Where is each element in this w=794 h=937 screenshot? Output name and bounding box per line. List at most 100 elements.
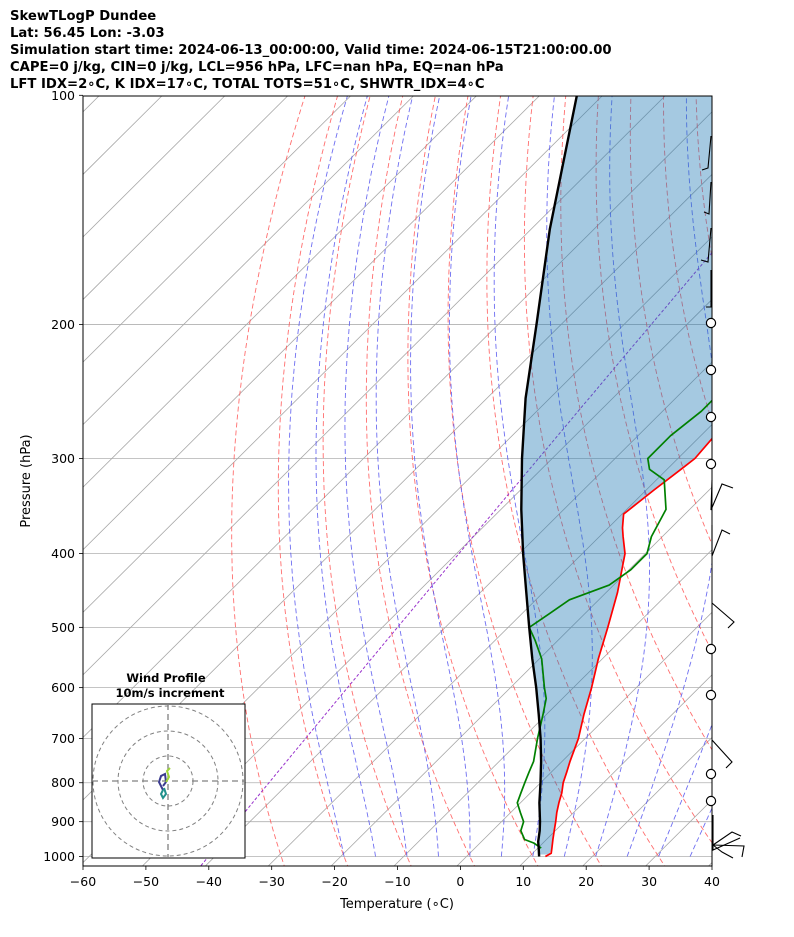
x-tick-label: 40 [704,874,720,889]
wind-barb [712,844,734,859]
dry-adiabat [277,96,349,866]
wind-barb [712,844,745,858]
dewpoint-profile [516,399,712,849]
x-tick-label: 10 [515,874,531,889]
moist-adiabat [410,96,471,857]
moist-adiabat [288,96,348,857]
x-tick-label: −60 [70,874,96,889]
y-tick-label: 1000 [43,849,75,864]
y-tick-label: 600 [51,680,75,695]
y-tick-label: 400 [51,546,75,561]
y-tick-label: 100 [51,88,75,103]
wind-barb [710,479,734,511]
isotherm [83,96,603,613]
isotherm [83,96,540,551]
y-tick-label: 200 [51,317,75,332]
parcel-profile [520,96,578,857]
moist-adiabat [595,96,650,857]
isotherm [83,96,288,301]
temperature-profile [544,437,712,858]
wind-barb [706,270,712,308]
wind-profile-inset: Wind Profile 10m/s increment [91,671,246,859]
dry-adiabat [729,95,794,869]
calm-wind-marker [705,364,717,376]
calm-wind-marker [705,317,717,329]
x-axis-label: Temperature (∘C) [339,897,454,912]
isotherm [83,96,477,488]
y-tick-label: 500 [51,620,75,635]
dry-adiabat [560,96,712,751]
wind-barb [712,815,741,851]
inset-subtitle: 10m/s increment [116,686,225,700]
y-tick-label: 800 [51,775,75,790]
isotherm [330,486,712,866]
isotherm [83,96,666,676]
wind-barb [711,525,731,557]
hodograph-mid [159,787,168,800]
dry-adiabat [407,96,539,866]
moist-adiabat [344,96,408,857]
isotherm [83,96,225,238]
calm-wind-marker [705,458,717,470]
dry-adiabat [663,96,712,423]
isotherm [83,96,100,113]
x-tick-label: −30 [259,874,285,889]
isotherm [519,674,712,866]
cape-line: CAPE=0 j/kg, CIN=0 j/kg, LCL=956 hPa, LF… [10,60,504,75]
x-tick-label: −20 [321,874,347,889]
inset-title: Wind Profile [126,671,206,685]
x-tick-label: 30 [641,874,657,889]
dry-adiabat [447,96,602,866]
moist-adiabat [546,96,593,857]
moist-adiabat [722,95,794,856]
moist-adiabat [315,96,377,857]
wind-barb [711,602,735,629]
calm-wind-marker [705,768,717,780]
x-tick-label: −40 [196,874,222,889]
y-tick-label: 300 [51,451,75,466]
hodograph-high [165,767,171,783]
indices-line: LFT IDX=2∘C, K IDX=17∘C, TOTAL TOTS=51∘C… [10,77,485,92]
dry-adiabat [322,96,412,866]
dry-adiabat [365,96,476,866]
dry-adiabat [523,96,712,844]
isotherm [83,96,414,426]
moist-adiabat [658,723,712,857]
calm-wind-marker [705,411,717,423]
x-tick-label: −50 [133,874,159,889]
isotherm [83,96,351,363]
isotherm [267,424,712,866]
x-tick-label: 0 [456,874,464,889]
y-tick-label: 900 [51,814,75,829]
dry-adiabat [231,96,306,866]
calm-wind-marker [705,795,717,807]
location-line: Lat: 56.45 Lon: -3.03 [10,26,165,41]
hodograph-low [157,772,168,791]
wind-barb [701,135,712,171]
y-tick-label: 700 [51,731,75,746]
isotherm [142,298,712,866]
cape-shading [521,96,712,855]
time-line: Simulation start time: 2024-06-13_00:00:… [10,43,612,58]
wind-barb [703,181,712,215]
moist-adiabat [626,96,712,857]
dry-adiabat [761,95,794,869]
isotherm [393,549,712,866]
y-axis-label: Pressure (hPa) [19,434,34,527]
wind-barb [711,739,733,769]
dry-adiabat [595,96,712,653]
wind-barb [700,227,712,263]
isotherm [205,361,712,866]
x-tick-label: 20 [578,874,594,889]
calm-wind-marker [705,689,717,701]
isotherm [83,111,712,738]
calm-wind-marker [705,643,717,655]
chart-title: SkewTLogP Dundee [10,9,157,24]
chart-header: SkewTLogP Dundee Lat: 56.45 Lon: -3.03 S… [10,8,612,93]
moist-adiabat [375,96,439,857]
x-tick-label: −10 [384,874,410,889]
isotherm [456,611,712,866]
wind-barb [712,831,742,846]
mixing-ratio-line [200,251,712,866]
